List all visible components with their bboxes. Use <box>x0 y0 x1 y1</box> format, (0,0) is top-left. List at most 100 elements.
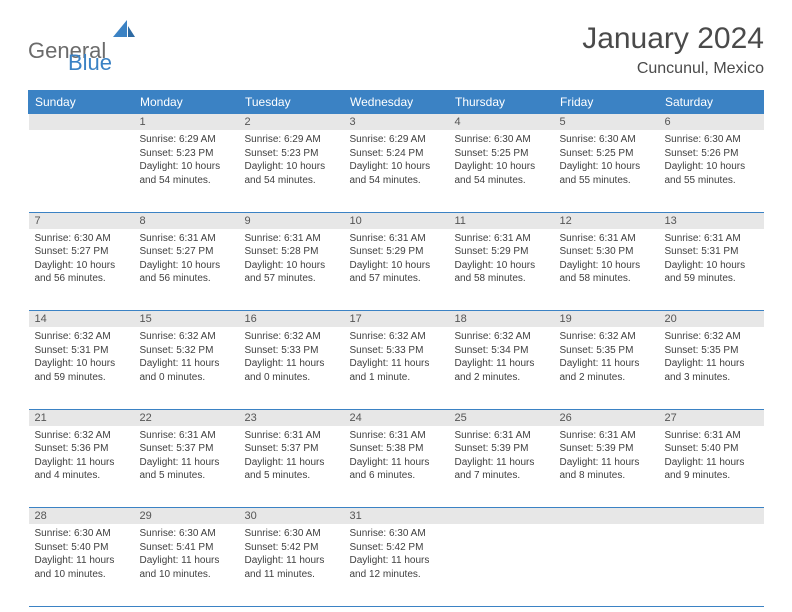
day2-text: and 54 minutes. <box>455 174 548 188</box>
sunrise-text: Sunrise: 6:30 AM <box>35 232 128 246</box>
week-row: Sunrise: 6:32 AMSunset: 5:31 PMDaylight:… <box>29 327 764 409</box>
sunrise-text: Sunrise: 6:32 AM <box>35 330 128 344</box>
day-number: 8 <box>134 212 239 229</box>
day2-text: and 55 minutes. <box>665 174 758 188</box>
day-cell: Sunrise: 6:32 AMSunset: 5:32 PMDaylight:… <box>134 327 239 409</box>
sunset-text: Sunset: 5:26 PM <box>665 147 758 161</box>
sunset-text: Sunset: 5:38 PM <box>350 442 443 456</box>
sunset-text: Sunset: 5:37 PM <box>245 442 338 456</box>
day-cell <box>554 524 659 606</box>
day-cell-body: Sunrise: 6:30 AMSunset: 5:42 PMDaylight:… <box>344 524 449 585</box>
day-number: 20 <box>659 311 764 328</box>
sunset-text: Sunset: 5:32 PM <box>140 344 233 358</box>
day-number: 28 <box>29 508 134 525</box>
day-number: 19 <box>554 311 659 328</box>
sunrise-text: Sunrise: 6:31 AM <box>455 429 548 443</box>
day-cell: Sunrise: 6:32 AMSunset: 5:31 PMDaylight:… <box>29 327 134 409</box>
sunrise-text: Sunrise: 6:30 AM <box>140 527 233 541</box>
weekday-header-row: Sunday Monday Tuesday Wednesday Thursday… <box>29 91 764 114</box>
day-cell: Sunrise: 6:31 AMSunset: 5:37 PMDaylight:… <box>134 426 239 508</box>
weekday-header: Wednesday <box>344 91 449 114</box>
day-cell: Sunrise: 6:32 AMSunset: 5:36 PMDaylight:… <box>29 426 134 508</box>
day-number: 31 <box>344 508 449 525</box>
day-cell-body: Sunrise: 6:31 AMSunset: 5:37 PMDaylight:… <box>134 426 239 487</box>
day-cell-body: Sunrise: 6:31 AMSunset: 5:28 PMDaylight:… <box>239 229 344 290</box>
day-cell: Sunrise: 6:30 AMSunset: 5:25 PMDaylight:… <box>554 130 659 212</box>
sunset-text: Sunset: 5:29 PM <box>350 245 443 259</box>
day2-text: and 59 minutes. <box>665 272 758 286</box>
sunrise-text: Sunrise: 6:32 AM <box>665 330 758 344</box>
sunrise-text: Sunrise: 6:30 AM <box>665 133 758 147</box>
day1-text: Daylight: 11 hours <box>245 357 338 371</box>
sunrise-text: Sunrise: 6:30 AM <box>245 527 338 541</box>
day-cell-body: Sunrise: 6:32 AMSunset: 5:36 PMDaylight:… <box>29 426 134 487</box>
sunset-text: Sunset: 5:31 PM <box>35 344 128 358</box>
sunset-text: Sunset: 5:35 PM <box>665 344 758 358</box>
day-cell-body: Sunrise: 6:31 AMSunset: 5:27 PMDaylight:… <box>134 229 239 290</box>
day2-text: and 54 minutes. <box>350 174 443 188</box>
sunrise-text: Sunrise: 6:29 AM <box>140 133 233 147</box>
day2-text: and 54 minutes. <box>140 174 233 188</box>
day-cell-body: Sunrise: 6:29 AMSunset: 5:23 PMDaylight:… <box>134 130 239 191</box>
day1-text: Daylight: 11 hours <box>665 456 758 470</box>
sunset-text: Sunset: 5:23 PM <box>245 147 338 161</box>
day-cell: Sunrise: 6:31 AMSunset: 5:39 PMDaylight:… <box>449 426 554 508</box>
day2-text: and 4 minutes. <box>35 469 128 483</box>
weekday-header: Sunday <box>29 91 134 114</box>
page-header: General Blue January 2024 Cuncunul, Mexi… <box>28 22 764 78</box>
day-number: 1 <box>134 114 239 131</box>
day2-text: and 12 minutes. <box>350 568 443 582</box>
day1-text: Daylight: 10 hours <box>665 160 758 174</box>
day2-text: and 0 minutes. <box>245 371 338 385</box>
day-cell-body: Sunrise: 6:30 AMSunset: 5:41 PMDaylight:… <box>134 524 239 585</box>
day1-text: Daylight: 10 hours <box>245 160 338 174</box>
sunset-text: Sunset: 5:33 PM <box>350 344 443 358</box>
day-number: 25 <box>449 409 554 426</box>
sunset-text: Sunset: 5:40 PM <box>665 442 758 456</box>
day2-text: and 58 minutes. <box>560 272 653 286</box>
sunset-text: Sunset: 5:31 PM <box>665 245 758 259</box>
sunrise-text: Sunrise: 6:32 AM <box>140 330 233 344</box>
day-number: 4 <box>449 114 554 131</box>
sunset-text: Sunset: 5:39 PM <box>560 442 653 456</box>
week-row: Sunrise: 6:30 AMSunset: 5:40 PMDaylight:… <box>29 524 764 606</box>
weekday-header: Monday <box>134 91 239 114</box>
sunrise-text: Sunrise: 6:32 AM <box>350 330 443 344</box>
sunrise-text: Sunrise: 6:31 AM <box>560 429 653 443</box>
weekday-header: Friday <box>554 91 659 114</box>
day-cell-body: Sunrise: 6:31 AMSunset: 5:31 PMDaylight:… <box>659 229 764 290</box>
day-cell-body: Sunrise: 6:30 AMSunset: 5:42 PMDaylight:… <box>239 524 344 585</box>
day2-text: and 56 minutes. <box>140 272 233 286</box>
day-cell <box>659 524 764 606</box>
day-cell: Sunrise: 6:29 AMSunset: 5:23 PMDaylight:… <box>134 130 239 212</box>
day-number-row: 21222324252627 <box>29 409 764 426</box>
day-cell: Sunrise: 6:29 AMSunset: 5:23 PMDaylight:… <box>239 130 344 212</box>
sunrise-text: Sunrise: 6:31 AM <box>350 429 443 443</box>
day-cell-body: Sunrise: 6:32 AMSunset: 5:32 PMDaylight:… <box>134 327 239 388</box>
location-label: Cuncunul, Mexico <box>582 60 764 78</box>
sunrise-text: Sunrise: 6:31 AM <box>560 232 653 246</box>
day1-text: Daylight: 11 hours <box>245 456 338 470</box>
day2-text: and 6 minutes. <box>350 469 443 483</box>
day1-text: Daylight: 11 hours <box>455 357 548 371</box>
day-cell-body: Sunrise: 6:30 AMSunset: 5:25 PMDaylight:… <box>449 130 554 191</box>
day-cell-body: Sunrise: 6:29 AMSunset: 5:24 PMDaylight:… <box>344 130 449 191</box>
day-number-row: 14151617181920 <box>29 311 764 328</box>
day2-text: and 10 minutes. <box>140 568 233 582</box>
day-cell-body: Sunrise: 6:31 AMSunset: 5:29 PMDaylight:… <box>449 229 554 290</box>
sunset-text: Sunset: 5:42 PM <box>245 541 338 555</box>
day-cell: Sunrise: 6:30 AMSunset: 5:42 PMDaylight:… <box>344 524 449 606</box>
sunrise-text: Sunrise: 6:32 AM <box>35 429 128 443</box>
day-number: 5 <box>554 114 659 131</box>
sunrise-text: Sunrise: 6:30 AM <box>455 133 548 147</box>
day2-text: and 55 minutes. <box>560 174 653 188</box>
day-cell: Sunrise: 6:32 AMSunset: 5:34 PMDaylight:… <box>449 327 554 409</box>
day2-text: and 2 minutes. <box>455 371 548 385</box>
day-number: 17 <box>344 311 449 328</box>
day-cell-body: Sunrise: 6:31 AMSunset: 5:37 PMDaylight:… <box>239 426 344 487</box>
day-number: 14 <box>29 311 134 328</box>
day-cell: Sunrise: 6:31 AMSunset: 5:27 PMDaylight:… <box>134 229 239 311</box>
sunrise-text: Sunrise: 6:31 AM <box>665 232 758 246</box>
sunrise-text: Sunrise: 6:31 AM <box>665 429 758 443</box>
day-cell-body: Sunrise: 6:32 AMSunset: 5:35 PMDaylight:… <box>554 327 659 388</box>
